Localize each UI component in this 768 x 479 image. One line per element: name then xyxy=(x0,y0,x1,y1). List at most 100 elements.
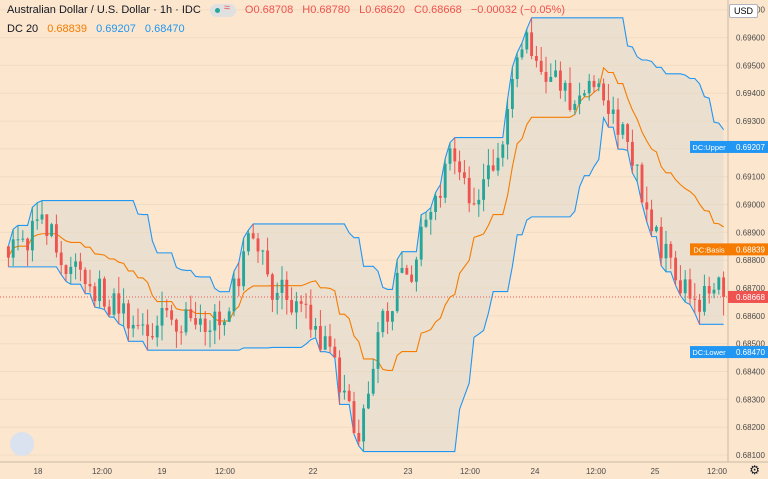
dc-lower-tag-value: 0.68470 xyxy=(736,348,765,357)
candle-body xyxy=(611,109,615,114)
candle-body xyxy=(150,336,154,338)
candle-body xyxy=(429,211,433,220)
y-tick-label: 0.69100 xyxy=(736,173,765,182)
candle-body xyxy=(146,324,150,337)
candle-body xyxy=(342,390,346,393)
candle-body xyxy=(270,274,274,300)
y-tick-label: 0.69400 xyxy=(736,89,765,98)
candle-body xyxy=(6,246,10,258)
candle-body xyxy=(59,252,63,266)
candle-body xyxy=(501,144,505,158)
candle-body xyxy=(112,293,116,315)
candle-body xyxy=(626,124,630,142)
candle-body xyxy=(102,278,106,307)
candle-body xyxy=(141,324,145,326)
channel-fill xyxy=(8,17,724,452)
candle-body xyxy=(136,324,140,326)
candle-body xyxy=(510,79,514,109)
candle-body xyxy=(64,265,68,275)
candle-body xyxy=(323,336,327,350)
ohlc-low: L0.68620 xyxy=(359,4,405,17)
candle-body xyxy=(674,257,678,281)
candle-body xyxy=(410,274,414,282)
candle-body xyxy=(434,195,438,212)
candle-body xyxy=(155,325,159,338)
dc-basis-tag-value: 0.68839 xyxy=(736,245,765,254)
candle-body xyxy=(131,324,135,329)
dc-upper-tag-label: DC:Upper xyxy=(692,143,726,152)
tradingview-logo-icon[interactable] xyxy=(10,432,34,456)
y-tick-label: 0.69600 xyxy=(736,34,765,43)
last-price-tag: 0.68668 xyxy=(728,290,768,303)
y-tick-label: 0.68500 xyxy=(736,340,765,349)
y-tick-label: 0.68900 xyxy=(736,228,765,237)
candle-body xyxy=(453,148,457,162)
candle-body xyxy=(554,70,558,77)
candle-body xyxy=(165,308,169,311)
dc-basis-tag-value-bg xyxy=(728,243,768,256)
candle-body xyxy=(88,284,92,287)
candle-body xyxy=(275,292,279,300)
candle-body xyxy=(107,306,111,315)
market-status-icon[interactable] xyxy=(209,2,236,17)
dc-upper-tag-label-bg xyxy=(690,140,728,153)
candle-body xyxy=(194,318,198,325)
candle-body xyxy=(486,165,490,180)
candle-body xyxy=(16,239,20,241)
candle-body xyxy=(563,82,567,91)
candle-body xyxy=(170,310,174,320)
indicator-legend[interactable]: DC 20 0.68839 0.69207 0.68470 xyxy=(7,23,191,35)
indicator-lower-value: 0.68470 xyxy=(144,23,185,35)
candle-body xyxy=(246,233,250,252)
y-tick-label: 0.69500 xyxy=(736,61,765,70)
candle-body xyxy=(462,172,466,178)
candle-body xyxy=(630,141,634,166)
indicator-upper-value: 0.69207 xyxy=(96,23,136,35)
candle-body xyxy=(333,346,337,358)
x-tick-label: 22 xyxy=(309,467,318,476)
y-tick-label: 0.68200 xyxy=(736,423,765,432)
candle-body xyxy=(568,82,572,110)
currency-button[interactable]: USD xyxy=(728,4,758,18)
candle-body xyxy=(386,310,390,322)
candle-body xyxy=(174,319,178,332)
candle-body xyxy=(582,93,586,96)
dc-lower-tag: DC:Lower 0.68470 xyxy=(690,346,768,359)
candle-body xyxy=(30,220,34,251)
candle-body xyxy=(261,250,265,252)
candle-body xyxy=(352,401,356,433)
candle-body xyxy=(405,267,409,275)
gear-icon[interactable]: ⚙ xyxy=(749,463,760,477)
candle-body xyxy=(683,279,687,294)
y-tick-label: 0.68400 xyxy=(736,368,765,377)
candle-body xyxy=(78,261,82,270)
candle-body xyxy=(304,303,308,305)
candle-body xyxy=(530,32,534,56)
candle-body xyxy=(126,303,130,329)
indicator-basis-value: 0.68839 xyxy=(47,23,88,35)
x-tick-label: 12:00 xyxy=(215,467,236,476)
candle-body xyxy=(654,226,658,232)
candle-body xyxy=(592,80,596,88)
y-tick-label: 0.68800 xyxy=(736,256,765,265)
candle-body xyxy=(232,278,236,312)
candle-body xyxy=(390,311,394,322)
candle-body xyxy=(597,83,601,88)
dc-lower-tag-value-bg xyxy=(728,346,768,359)
y-tick-label: 0.68700 xyxy=(736,284,765,293)
candle-body xyxy=(496,157,500,171)
last-price-tag-value: 0.68668 xyxy=(736,293,765,302)
candle-body xyxy=(659,226,663,259)
candle-body xyxy=(606,100,610,114)
candle-body xyxy=(371,368,375,394)
candle-body xyxy=(640,164,644,203)
ohlc-close: C0.68668 xyxy=(414,4,462,17)
x-tick-label: 18 xyxy=(34,467,43,476)
last-price-tag-value-bg xyxy=(728,290,768,303)
candle-body xyxy=(160,308,164,326)
candle-body xyxy=(424,219,428,227)
dc-upper-tag-value: 0.69207 xyxy=(736,143,765,152)
candle-body xyxy=(179,331,183,333)
candle-body xyxy=(74,261,78,267)
